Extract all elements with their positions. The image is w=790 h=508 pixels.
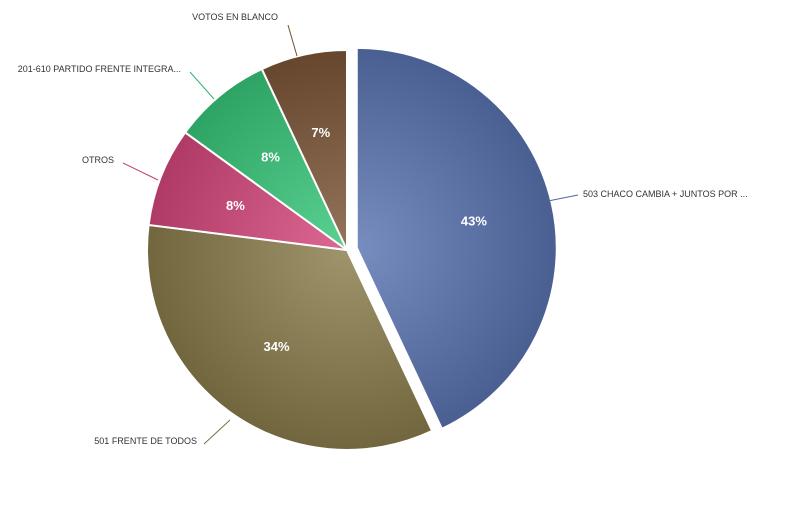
slice-connector-line [189, 71, 215, 100]
slice-connector-line [203, 419, 231, 445]
pie-slice-3[interactable] [147, 131, 348, 251]
slice-connector-line [547, 194, 579, 202]
slice-percent-label: 43% [461, 214, 487, 229]
pie-slice-2[interactable] [146, 223, 434, 451]
slice-category-label: 201-610 PARTIDO FRENTE INTEGRA... [18, 64, 181, 74]
connectors-layer [122, 24, 579, 445]
slice-connector-line [122, 162, 159, 181]
slice-category-label: 503 CHACO CAMBIA + JUNTOS POR ... [583, 189, 748, 199]
pie-slice-1[interactable] [355, 46, 558, 431]
slices-layer [146, 46, 558, 451]
slice-category-label: VOTOS EN BLANCO [192, 12, 278, 22]
slice-percent-label: 7% [311, 125, 330, 140]
slice-percent-label: 8% [226, 198, 245, 213]
slice-percent-label: 34% [263, 339, 289, 354]
slice-percent-label: 8% [261, 150, 280, 165]
pie-slice-4[interactable] [183, 67, 348, 251]
labels-layer: 43% 503 CHACO CAMBIA + JUNTOS POR ... 34% 5… [18, 12, 748, 446]
slice-category-label: 501 FRENTE DE TODOS [94, 436, 197, 446]
pie-slice-5[interactable] [260, 48, 348, 251]
slice-category-label: OTROS [82, 155, 114, 165]
slice-connector-line [287, 24, 298, 57]
